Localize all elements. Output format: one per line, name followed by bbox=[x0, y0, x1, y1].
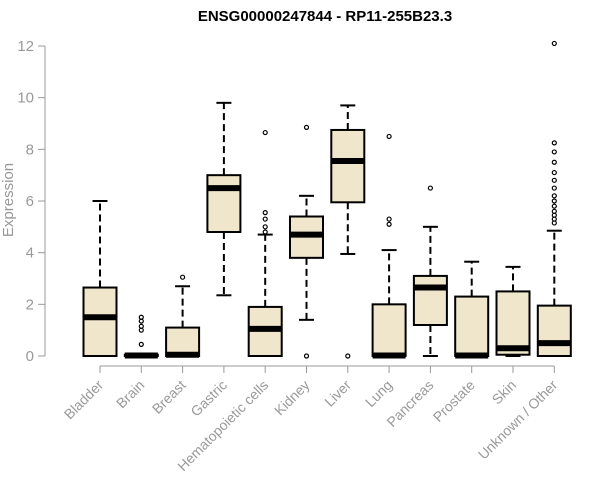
y-tick-label: 8 bbox=[26, 141, 34, 158]
outlier-point bbox=[138, 323, 144, 329]
outlier-point bbox=[551, 149, 557, 155]
outlier-point bbox=[551, 185, 557, 191]
outlier-point bbox=[262, 216, 268, 222]
outlier-point bbox=[180, 274, 186, 280]
y-axis-label: Expression bbox=[0, 163, 17, 237]
outlier-point bbox=[551, 193, 557, 199]
iqr-box bbox=[536, 304, 572, 357]
x-tick-label: Breast bbox=[149, 377, 189, 417]
box-hematopoietic-cells bbox=[247, 129, 283, 357]
box-bladder bbox=[82, 200, 118, 357]
box-gastric bbox=[206, 101, 242, 297]
iqr-box bbox=[206, 174, 242, 234]
iqr-box bbox=[454, 295, 490, 358]
outlier-point bbox=[551, 159, 557, 165]
x-tick-label: Bladder bbox=[61, 377, 107, 423]
y-tick-label: 12 bbox=[17, 38, 34, 55]
outlier-point bbox=[551, 203, 557, 209]
box-kidney bbox=[289, 124, 324, 359]
outlier-point bbox=[345, 353, 351, 359]
iqr-box bbox=[371, 303, 407, 358]
outlier-point bbox=[551, 169, 557, 176]
outlier-point bbox=[551, 140, 557, 146]
outlier-point bbox=[386, 133, 392, 140]
outlier-point bbox=[138, 314, 144, 320]
outlier-point bbox=[427, 185, 433, 191]
box-pancreas bbox=[412, 185, 448, 357]
y-tick-label: 6 bbox=[26, 193, 34, 210]
y-tick-label: 2 bbox=[26, 296, 34, 313]
chart-title: ENSG00000247844 - RP11-255B23.3 bbox=[198, 8, 452, 25]
y-tick-label: 4 bbox=[26, 245, 34, 262]
iqr-box bbox=[330, 128, 366, 204]
x-tick-label: Skin bbox=[489, 377, 520, 408]
y-axis: 0 2 4 6 8 10 12 bbox=[17, 38, 46, 365]
y-tick-label: 10 bbox=[17, 90, 34, 107]
outlier-point bbox=[386, 216, 392, 222]
iqr-box bbox=[495, 290, 531, 356]
x-tick-label: Lung bbox=[362, 377, 395, 410]
outlier-point bbox=[551, 208, 557, 214]
outlier-point bbox=[262, 129, 268, 136]
iqr-box bbox=[82, 286, 118, 357]
outlier-point bbox=[303, 353, 310, 359]
box-prostate bbox=[454, 260, 490, 359]
outlier-point bbox=[386, 221, 392, 227]
box-lung bbox=[371, 133, 407, 359]
y-tick-label: 0 bbox=[26, 348, 34, 365]
x-tick-label: Prostate bbox=[430, 377, 478, 425]
outlier-point bbox=[551, 177, 557, 183]
x-tick-label: Brain bbox=[113, 377, 147, 411]
box-brain bbox=[123, 314, 159, 359]
outlier-point bbox=[551, 198, 557, 204]
outlier-point bbox=[138, 341, 144, 347]
x-tick-label: Liver bbox=[321, 377, 354, 410]
iqr-box bbox=[412, 274, 448, 326]
outlier-point bbox=[262, 210, 268, 216]
outlier-point bbox=[551, 40, 557, 47]
box-breast bbox=[165, 274, 201, 358]
outlier-point bbox=[303, 124, 310, 130]
outlier-point bbox=[262, 224, 268, 230]
x-tick-label: Kidney bbox=[271, 377, 313, 419]
box-liver bbox=[330, 104, 366, 359]
box-unknown-other bbox=[536, 40, 572, 357]
boxes-group bbox=[82, 40, 572, 359]
outlier-point bbox=[262, 229, 268, 235]
box-skin bbox=[495, 265, 531, 357]
